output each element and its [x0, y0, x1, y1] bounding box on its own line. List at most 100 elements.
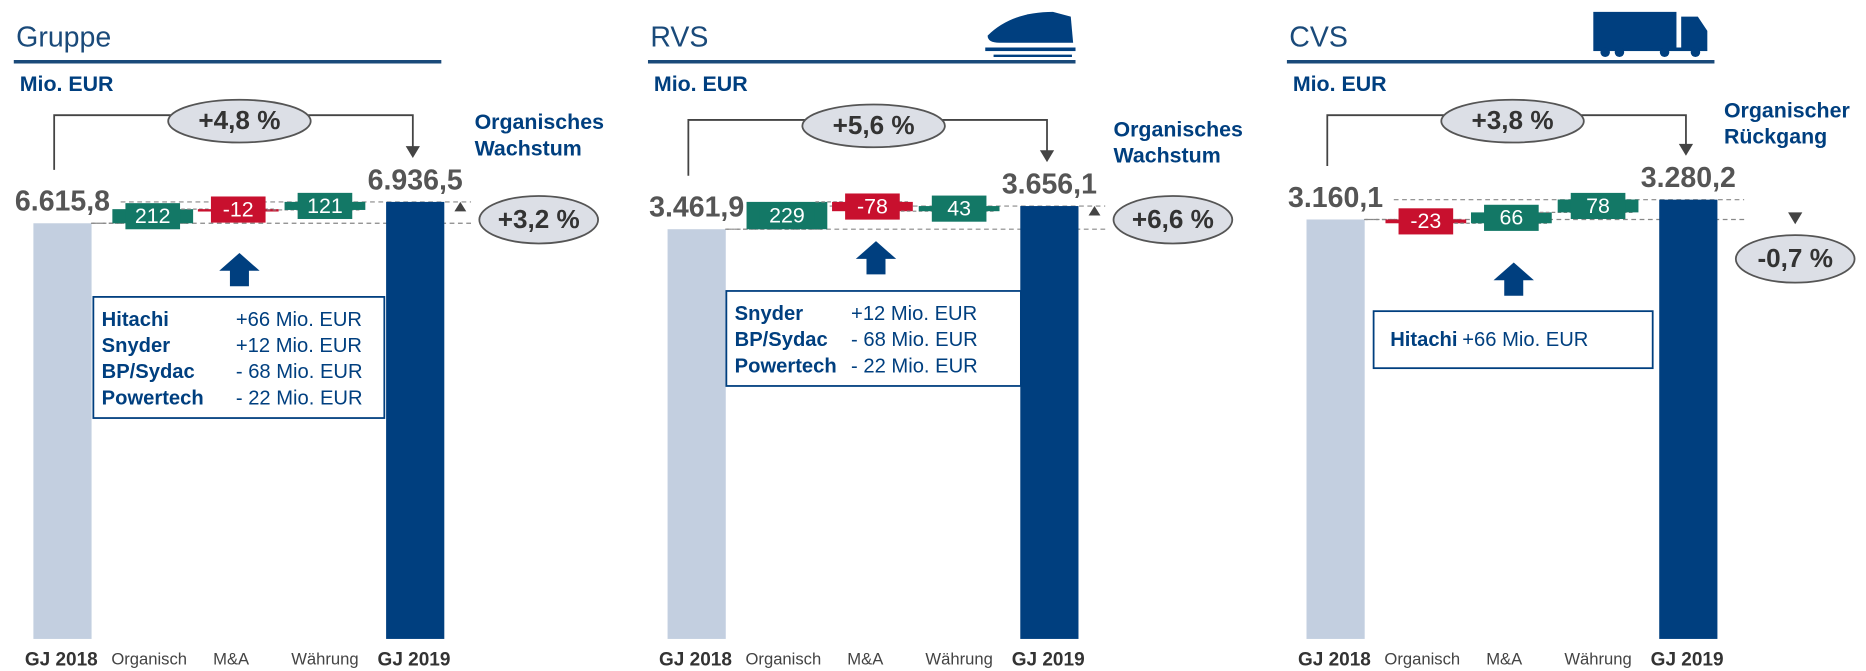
change-pill — [801, 103, 946, 149]
total-change-label: +5,6 % — [833, 110, 915, 140]
organic-change-label: -0,7 % — [1757, 243, 1832, 273]
x-tick-label: GJ 2019 — [378, 649, 451, 670]
detail-value: +66 Mio. EUR — [236, 309, 362, 331]
x-tick-label: GJ 2018 — [25, 649, 98, 670]
total-value-label: 3.656,1 — [1002, 168, 1097, 200]
total-bar — [386, 201, 445, 639]
organic-label: Wachstum — [1114, 143, 1221, 167]
truck-icon — [1593, 11, 1708, 58]
total-bar — [1306, 219, 1365, 639]
step-value-label: 229 — [769, 203, 805, 227]
detail-arrow — [1493, 262, 1534, 296]
detail-name: Powertech — [102, 387, 204, 409]
detail-value: - 22 Mio. EUR — [851, 355, 978, 377]
unit-label: Mio. EUR — [20, 72, 114, 96]
detail-name: Snyder — [735, 303, 804, 325]
detail-value: - 22 Mio. EUR — [236, 387, 363, 409]
detail-value: - 68 Mio. EUR — [236, 361, 363, 383]
x-tick-label: Währung — [291, 650, 358, 669]
detail-arrow — [219, 252, 260, 287]
step-value-label: -78 — [857, 194, 888, 218]
step-value-label: 43 — [947, 196, 971, 220]
detail-box — [1372, 310, 1654, 370]
organic-arrow — [1088, 206, 1101, 216]
x-tick-label: Währung — [1564, 650, 1631, 669]
panel-title: Gruppe — [16, 22, 111, 54]
x-tick-label: M&A — [213, 650, 250, 669]
panel-title: RVS — [650, 22, 708, 54]
x-tick-label: GJ 2019 — [1012, 649, 1085, 670]
detail-name: Snyder — [102, 335, 171, 357]
step-value-label: -23 — [1410, 209, 1441, 233]
x-tick-label: Organisch — [1384, 650, 1460, 669]
x-tick-label: GJ 2018 — [1298, 649, 1371, 670]
bracket-arrow — [405, 146, 420, 158]
step-label-box — [297, 192, 353, 219]
x-tick-label: Organisch — [111, 650, 187, 669]
detail-value: - 68 Mio. EUR — [851, 329, 978, 351]
organic-arrow — [454, 201, 467, 212]
total-change-label: +3,8 % — [1472, 105, 1554, 135]
organic-pill — [1734, 234, 1856, 284]
step-value-label: 212 — [135, 204, 171, 228]
detail-value: +12 Mio. EUR — [236, 335, 362, 357]
x-tick-label: Organisch — [746, 650, 822, 669]
step-value-label: 121 — [307, 194, 343, 218]
step-label-box — [931, 195, 987, 222]
x-tick-label: M&A — [1486, 650, 1523, 669]
organic-pill — [1112, 195, 1234, 245]
bracket-arrow — [1039, 150, 1055, 163]
total-change-label: +4,8 % — [198, 105, 280, 135]
step-label-box — [1484, 204, 1539, 231]
detail-arrow — [855, 241, 897, 275]
panel-title: CVS — [1289, 22, 1348, 54]
step-label-box — [845, 193, 900, 220]
organic-label: Rückgang — [1724, 124, 1827, 148]
total-value-label: 3.461,9 — [649, 192, 744, 224]
x-tick-label: GJ 2018 — [659, 649, 732, 670]
total-bar — [33, 223, 92, 639]
x-tick-label: M&A — [847, 650, 884, 669]
organic-change-label: +3,2 % — [498, 204, 580, 234]
total-bar — [667, 229, 726, 639]
step-value-label: -12 — [223, 197, 254, 221]
total-value-label: 6.936,5 — [368, 164, 463, 196]
unit-label: Mio. EUR — [654, 72, 748, 96]
x-tick-label: GJ 2019 — [1651, 649, 1724, 670]
organic-change-label: +6,6 % — [1132, 204, 1214, 234]
step-label-box — [1570, 192, 1626, 220]
step-value-label: 66 — [1499, 206, 1523, 230]
organic-label: Organisches — [1114, 117, 1243, 141]
detail-name: Hitachi — [1390, 329, 1457, 351]
step-label-box — [759, 202, 815, 229]
organic-label: Organisches — [475, 110, 604, 134]
step-label-box — [210, 196, 266, 223]
detail-name: Hitachi — [102, 309, 169, 331]
step-value-label: 78 — [1586, 194, 1610, 218]
total-value-label: 6.615,8 — [15, 186, 110, 218]
detail-value: +12 Mio. EUR — [851, 303, 977, 325]
organic-pill — [478, 195, 599, 245]
detail-box — [92, 296, 386, 419]
total-bar — [1020, 206, 1079, 639]
detail-name: Powertech — [735, 355, 837, 377]
detail-box — [725, 290, 1022, 387]
x-tick-label: Währung — [925, 650, 992, 669]
detail-name: BP/Sydac — [102, 361, 195, 383]
step-label-box — [1398, 208, 1454, 235]
organic-arrow — [1788, 212, 1803, 225]
detail-value: +66 Mio. EUR — [1462, 329, 1588, 351]
bracket-arrow — [1678, 143, 1694, 156]
total-value-label: 3.160,1 — [1288, 182, 1383, 214]
organic-label: Wachstum — [475, 136, 582, 160]
train-icon — [985, 11, 1076, 58]
step-label-box — [125, 203, 181, 230]
change-pill — [167, 98, 312, 144]
total-bar — [1659, 199, 1718, 639]
change-pill — [1440, 98, 1585, 144]
unit-label: Mio. EUR — [1293, 72, 1387, 96]
total-value-label: 3.280,2 — [1641, 162, 1736, 194]
organic-label: Organischer — [1724, 98, 1850, 122]
